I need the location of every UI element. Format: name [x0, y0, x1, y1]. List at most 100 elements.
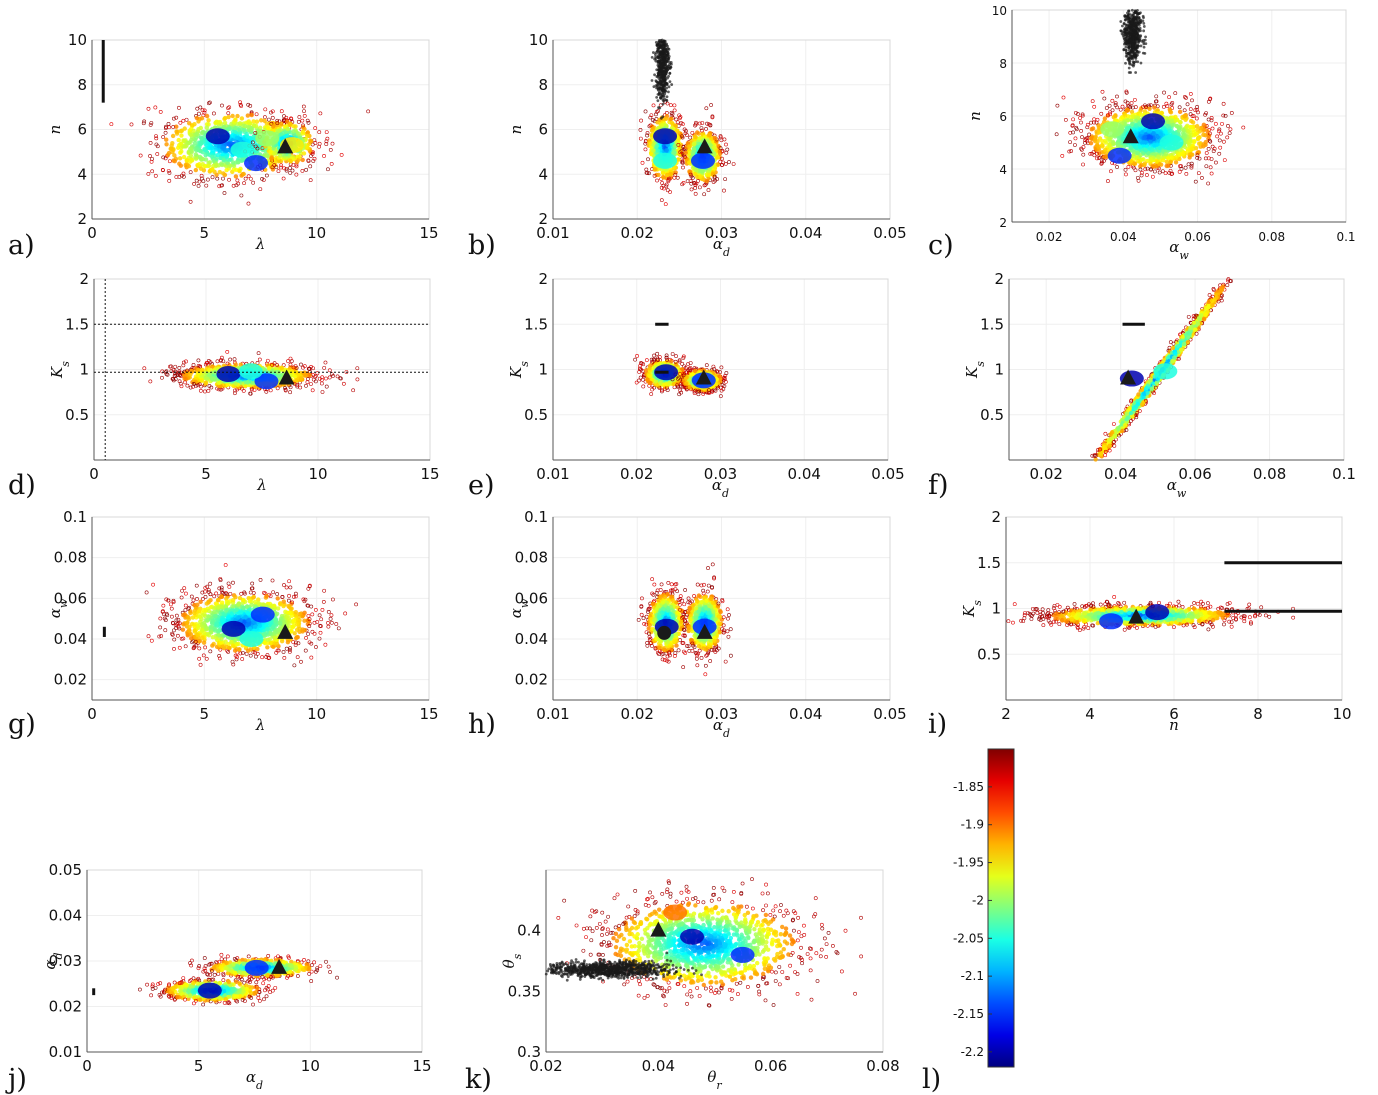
reference-point — [1124, 61, 1127, 65]
sample-point — [1165, 119, 1171, 125]
reference-point — [1134, 20, 1138, 23]
sample-point — [149, 121, 154, 125]
reference-point — [1144, 35, 1147, 39]
sample-point — [702, 183, 707, 188]
sample-point — [322, 365, 327, 370]
reference-point — [1127, 9, 1130, 13]
sample-point — [1225, 135, 1230, 140]
reference-point — [660, 63, 664, 67]
sample-point — [1209, 171, 1214, 176]
sample-point — [263, 107, 268, 112]
sample-point — [1078, 116, 1083, 120]
sample-point — [1188, 112, 1193, 117]
sample-point — [1190, 120, 1196, 125]
sample-point — [1161, 104, 1166, 109]
sample-point — [249, 126, 255, 131]
sample-point — [1125, 107, 1130, 112]
sample-point — [167, 178, 172, 183]
sample-point — [184, 117, 189, 122]
sample-point — [1189, 146, 1194, 151]
sample-point — [167, 125, 172, 130]
sample-point — [258, 187, 263, 191]
reference-point — [1143, 51, 1147, 55]
sample-point — [1214, 160, 1218, 165]
sample-cloud — [638, 99, 736, 207]
sample-point — [161, 135, 166, 139]
sample-point — [1168, 109, 1173, 114]
sample-point — [302, 109, 306, 114]
sample-point — [1215, 134, 1220, 139]
sample-point — [1227, 131, 1232, 136]
sample-point — [1081, 162, 1085, 167]
sample-point — [324, 376, 328, 381]
sample-point — [1152, 169, 1157, 174]
sample-point — [322, 154, 326, 158]
sample-point — [1145, 173, 1149, 177]
sample-point — [663, 202, 668, 207]
sample-point — [271, 124, 276, 129]
sample-point — [659, 185, 664, 190]
sample-point — [1103, 147, 1108, 153]
reference-point — [660, 94, 664, 98]
sample-point — [1177, 109, 1183, 115]
sample-point — [1115, 141, 1121, 147]
sample-point — [1142, 161, 1148, 166]
y-tick-label: 2 — [999, 216, 1007, 230]
sample-point — [179, 149, 184, 154]
sample-point — [1208, 139, 1213, 144]
reference-point — [663, 58, 667, 62]
reference-point — [661, 102, 665, 106]
sample-point — [220, 103, 224, 108]
sample-point — [238, 102, 243, 107]
sample-point — [1148, 157, 1154, 162]
sample-point — [1054, 132, 1059, 137]
sample-point — [1055, 103, 1060, 108]
sample-point — [245, 113, 251, 118]
reference-point — [1130, 8, 1134, 12]
sample-point — [660, 170, 666, 176]
reference-point — [1137, 38, 1140, 42]
reference-point — [1123, 18, 1127, 22]
sample-point — [1154, 159, 1159, 164]
sample-point — [1073, 143, 1077, 147]
reference-point — [656, 86, 660, 90]
x-tick-label: 0.04 — [1110, 230, 1137, 244]
sample-point — [1229, 111, 1234, 115]
reference-point — [656, 56, 660, 59]
sample-point — [241, 171, 246, 177]
sample-point — [663, 116, 669, 121]
sample-point — [206, 101, 211, 106]
sample-point — [154, 136, 159, 141]
sample-point — [166, 150, 172, 156]
reference-point — [660, 83, 663, 87]
sample-point — [1109, 169, 1113, 174]
sample-point — [318, 111, 323, 116]
sample-point — [643, 109, 648, 114]
reference-point — [663, 55, 667, 59]
reference-point — [1142, 38, 1145, 42]
sample-point — [215, 152, 221, 158]
sample-point — [1185, 102, 1190, 107]
sample-point — [242, 181, 246, 186]
sample-point — [702, 192, 707, 197]
sample-point — [256, 351, 261, 356]
sample-point — [265, 125, 271, 130]
x-tick-label: 0.06 — [1184, 230, 1211, 244]
sample-point — [188, 170, 193, 175]
sample-point — [193, 167, 199, 173]
sample-point — [317, 141, 322, 146]
reference-point — [669, 61, 673, 64]
density-core — [1159, 134, 1184, 151]
sample-point — [706, 188, 711, 192]
sample-point — [196, 147, 201, 153]
reference-point — [1132, 14, 1135, 17]
sample-point — [170, 133, 176, 139]
sample-point — [239, 193, 244, 198]
y-tick-label: 2 — [538, 210, 548, 228]
y-tick-label: 6 — [999, 110, 1007, 124]
density-core — [690, 152, 715, 169]
reference-point — [1142, 25, 1146, 28]
sample-point — [182, 143, 188, 148]
sample-point — [1088, 140, 1094, 146]
